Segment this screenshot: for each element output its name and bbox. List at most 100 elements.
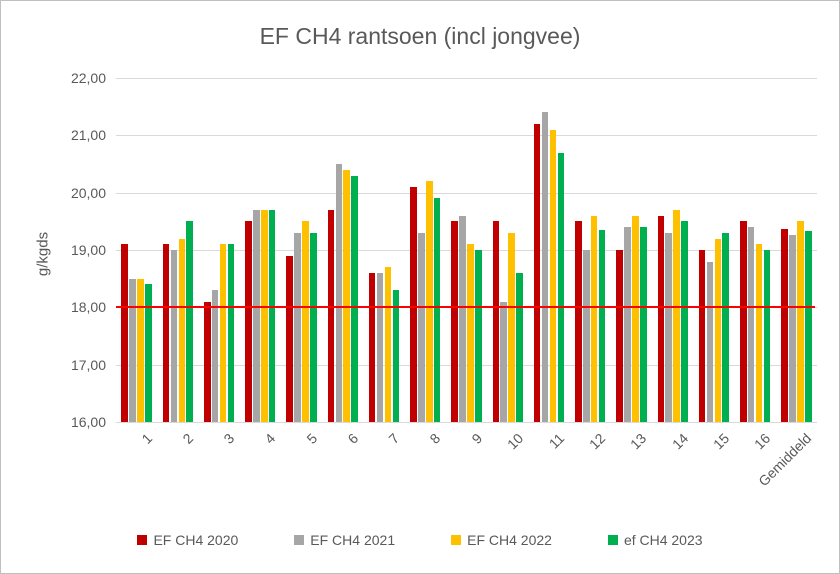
y-tick-label: 18,00 — [70, 299, 106, 316]
legend-swatch-icon — [294, 535, 305, 545]
x-tick-label-5: 5 — [303, 430, 320, 447]
bar-ef-ch4-2020-13 — [616, 250, 623, 422]
x-tick-label-13: 13 — [627, 430, 650, 453]
bar-ef-ch4-2022-15 — [714, 238, 722, 422]
legend: EF CH4 2020 EF CH4 2021 EF CH4 2022 ef CH4 … — [1, 532, 839, 548]
bar-ef-ch4-2023-2 — [186, 221, 193, 422]
chart-title: EF CH4 rantsoen (incl jongvee) — [259, 23, 581, 49]
gridline — [116, 135, 817, 136]
legend-item-ef-ch4-2020: EF CH4 2020 — [137, 532, 238, 548]
y-tick-label: 20,00 — [70, 184, 106, 201]
x-tick-label-2: 2 — [179, 430, 197, 447]
bar-ef-ch4-2023-16 — [763, 250, 771, 422]
bar-ef-ch4-2022-12 — [590, 215, 598, 422]
bar-ef-ch4-2023-gemiddeld — [804, 231, 812, 422]
bar-ef-ch4-2023-12 — [598, 229, 606, 422]
bar-ef-ch4-2020-5 — [286, 255, 293, 422]
x-tick-label-12: 12 — [586, 430, 609, 453]
gridline — [116, 78, 817, 79]
bar-ef-ch4-2023-1 — [145, 284, 152, 422]
gridline — [116, 193, 817, 194]
bar-ef-ch4-2023-14 — [681, 221, 688, 422]
bar-ef-ch4-2022-10 — [508, 232, 515, 422]
bar-ef-ch4-2021-2 — [170, 250, 178, 422]
plot-area — [116, 78, 817, 423]
bar-ef-ch4-2021-4 — [253, 209, 260, 422]
bar-ef-ch4-2023-7 — [392, 290, 400, 422]
bar-ef-ch4-2021-6 — [335, 164, 343, 422]
x-tick-label-11: 11 — [545, 430, 568, 452]
bar-ef-ch4-2021-5 — [294, 232, 301, 422]
bar-ef-ch4-2022-6 — [343, 169, 351, 422]
bar-ef-ch4-2022-4 — [260, 209, 268, 422]
bar-ef-ch4-2021-10 — [500, 301, 508, 422]
legend-label: EF CH4 2021 — [310, 532, 396, 548]
y-tick-label: 19,00 — [70, 242, 106, 258]
bar-ef-ch4-2022-5 — [302, 221, 309, 422]
bar-ef-ch4-2020-9 — [451, 221, 458, 422]
x-tick-label-4: 4 — [261, 430, 279, 447]
legend-item-ef-ch4-2021: EF CH4 2021 — [294, 532, 395, 548]
bar-ef-ch4-2020-10 — [492, 221, 500, 422]
x-tick-label-3: 3 — [220, 430, 238, 447]
x-tick-label-16: 16 — [751, 430, 774, 453]
bar-ef-ch4-2021-9 — [459, 215, 466, 422]
y-tick-label: 21,00 — [70, 127, 106, 144]
bar-ef-ch4-2022-13 — [632, 215, 639, 422]
bar-ef-ch4-2020-12 — [575, 221, 582, 422]
bar-ef-ch4-2021-8 — [418, 232, 425, 422]
bar-ef-ch4-2023-5 — [310, 232, 317, 422]
x-tick-label-9: 9 — [467, 430, 485, 447]
bar-ef-ch4-2020-14 — [657, 215, 665, 422]
bar-ef-ch4-2022-1 — [137, 278, 144, 422]
x-tick-label-7: 7 — [385, 430, 403, 447]
bar-ef-ch4-2021-14 — [665, 232, 673, 422]
bar-ef-ch4-2020-gemiddeld — [781, 228, 788, 422]
bar-ef-ch4-2023-8 — [433, 198, 441, 422]
bar-ef-ch4-2023-10 — [516, 272, 523, 422]
bar-ef-ch4-2020-8 — [410, 186, 417, 422]
legend-swatch-icon — [451, 535, 462, 545]
legend-label: ef CH4 2023 — [623, 532, 703, 548]
y-tick-label: 16,00 — [70, 414, 106, 430]
bar-ef-ch4-2020-7 — [368, 272, 376, 422]
bar-ef-ch4-2021-gemiddeld — [789, 235, 796, 422]
gridline — [116, 365, 817, 366]
bar-ef-ch4-2023-15 — [722, 232, 730, 422]
x-tick-label-8: 8 — [426, 430, 444, 447]
bar-ef-ch4-2021-7 — [376, 272, 384, 422]
bar-ef-ch4-2020-1 — [121, 244, 129, 422]
bar-ef-ch4-2022-9 — [467, 244, 474, 422]
x-tick-label-6: 6 — [344, 430, 362, 447]
bar-ef-ch4-2023-4 — [268, 209, 276, 422]
bar-ef-ch4-2023-3 — [227, 244, 235, 422]
bar-ef-ch4-2022-16 — [755, 244, 763, 422]
bar-ef-ch4-2021-16 — [747, 227, 755, 422]
bar-ef-ch4-2022-gemiddeld — [797, 221, 804, 422]
bar-ef-ch4-2022-3 — [219, 244, 227, 422]
reference-line-18 — [116, 306, 815, 309]
legend-swatch-icon — [137, 535, 148, 545]
bar-ef-ch4-2022-7 — [384, 267, 392, 422]
x-axis-line — [116, 422, 817, 423]
legend-label: EF CH4 2020 — [153, 532, 239, 548]
legend-swatch-icon — [607, 535, 618, 545]
bar-ef-ch4-2021-13 — [624, 227, 631, 422]
bar-ef-ch4-2020-16 — [739, 221, 747, 422]
bar-ef-ch4-2021-15 — [706, 261, 714, 422]
bar-ef-ch4-2023-6 — [351, 175, 358, 422]
legend-item-ef-ch4-2023: ef CH4 2023 — [607, 532, 703, 548]
bar-ef-ch4-2022-14 — [673, 209, 680, 422]
legend-item-ef-ch4-2022: EF CH4 2022 — [451, 532, 552, 548]
bar-ef-ch4-2021-3 — [211, 290, 219, 422]
bar-ef-ch4-2021-12 — [582, 250, 590, 422]
bar-ef-ch4-2022-11 — [549, 129, 557, 422]
x-tick-label-1: 1 — [138, 430, 155, 447]
x-tick-label-15: 15 — [709, 430, 733, 453]
y-tick-label: 22,00 — [70, 70, 106, 86]
bar-ef-ch4-2022-2 — [178, 238, 186, 422]
bar-ef-ch4-2021-11 — [541, 112, 549, 422]
bar-ef-ch4-2023-13 — [639, 227, 647, 422]
bar-ef-ch4-2020-4 — [245, 221, 252, 422]
